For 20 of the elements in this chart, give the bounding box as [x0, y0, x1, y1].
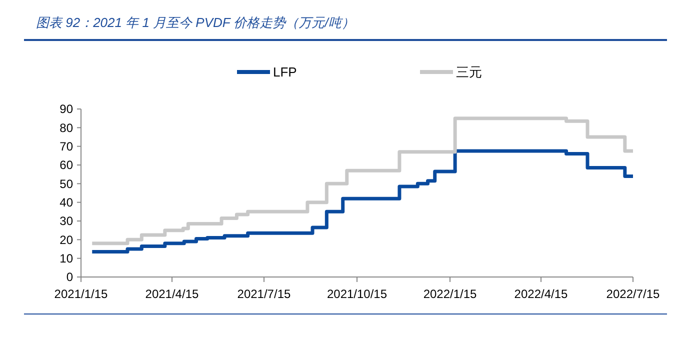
y-tick-label: 80: [60, 120, 74, 135]
x-tick-label: 2021/10/15: [326, 287, 388, 301]
x-tick-label: 2022/7/15: [606, 287, 660, 301]
y-tick-label: 90: [60, 102, 74, 116]
x-tick-label: 2021/4/15: [145, 287, 200, 301]
chart-title: 图表 92：2021 年 1 月至今 PVDF 价格走势（万元/吨）: [36, 15, 354, 30]
legend-label: LFP: [273, 64, 297, 80]
y-tick-label: 50: [60, 176, 74, 191]
legend-label: 三元: [456, 64, 482, 80]
y-tick-label: 30: [60, 214, 74, 228]
x-tick-label: 2021/7/15: [237, 287, 292, 301]
y-tick-label: 20: [60, 232, 74, 247]
y-tick-label: 70: [60, 140, 74, 154]
x-tick-label: 2022/4/15: [514, 287, 568, 301]
y-tick-label: 0: [66, 270, 74, 284]
x-tick-label: 2022/1/15: [423, 287, 478, 301]
y-tick-label: 40: [60, 196, 74, 210]
y-tick-label: 60: [60, 158, 74, 172]
x-tick-label: 2021/1/15: [54, 287, 108, 301]
y-tick-label: 10: [60, 252, 74, 266]
